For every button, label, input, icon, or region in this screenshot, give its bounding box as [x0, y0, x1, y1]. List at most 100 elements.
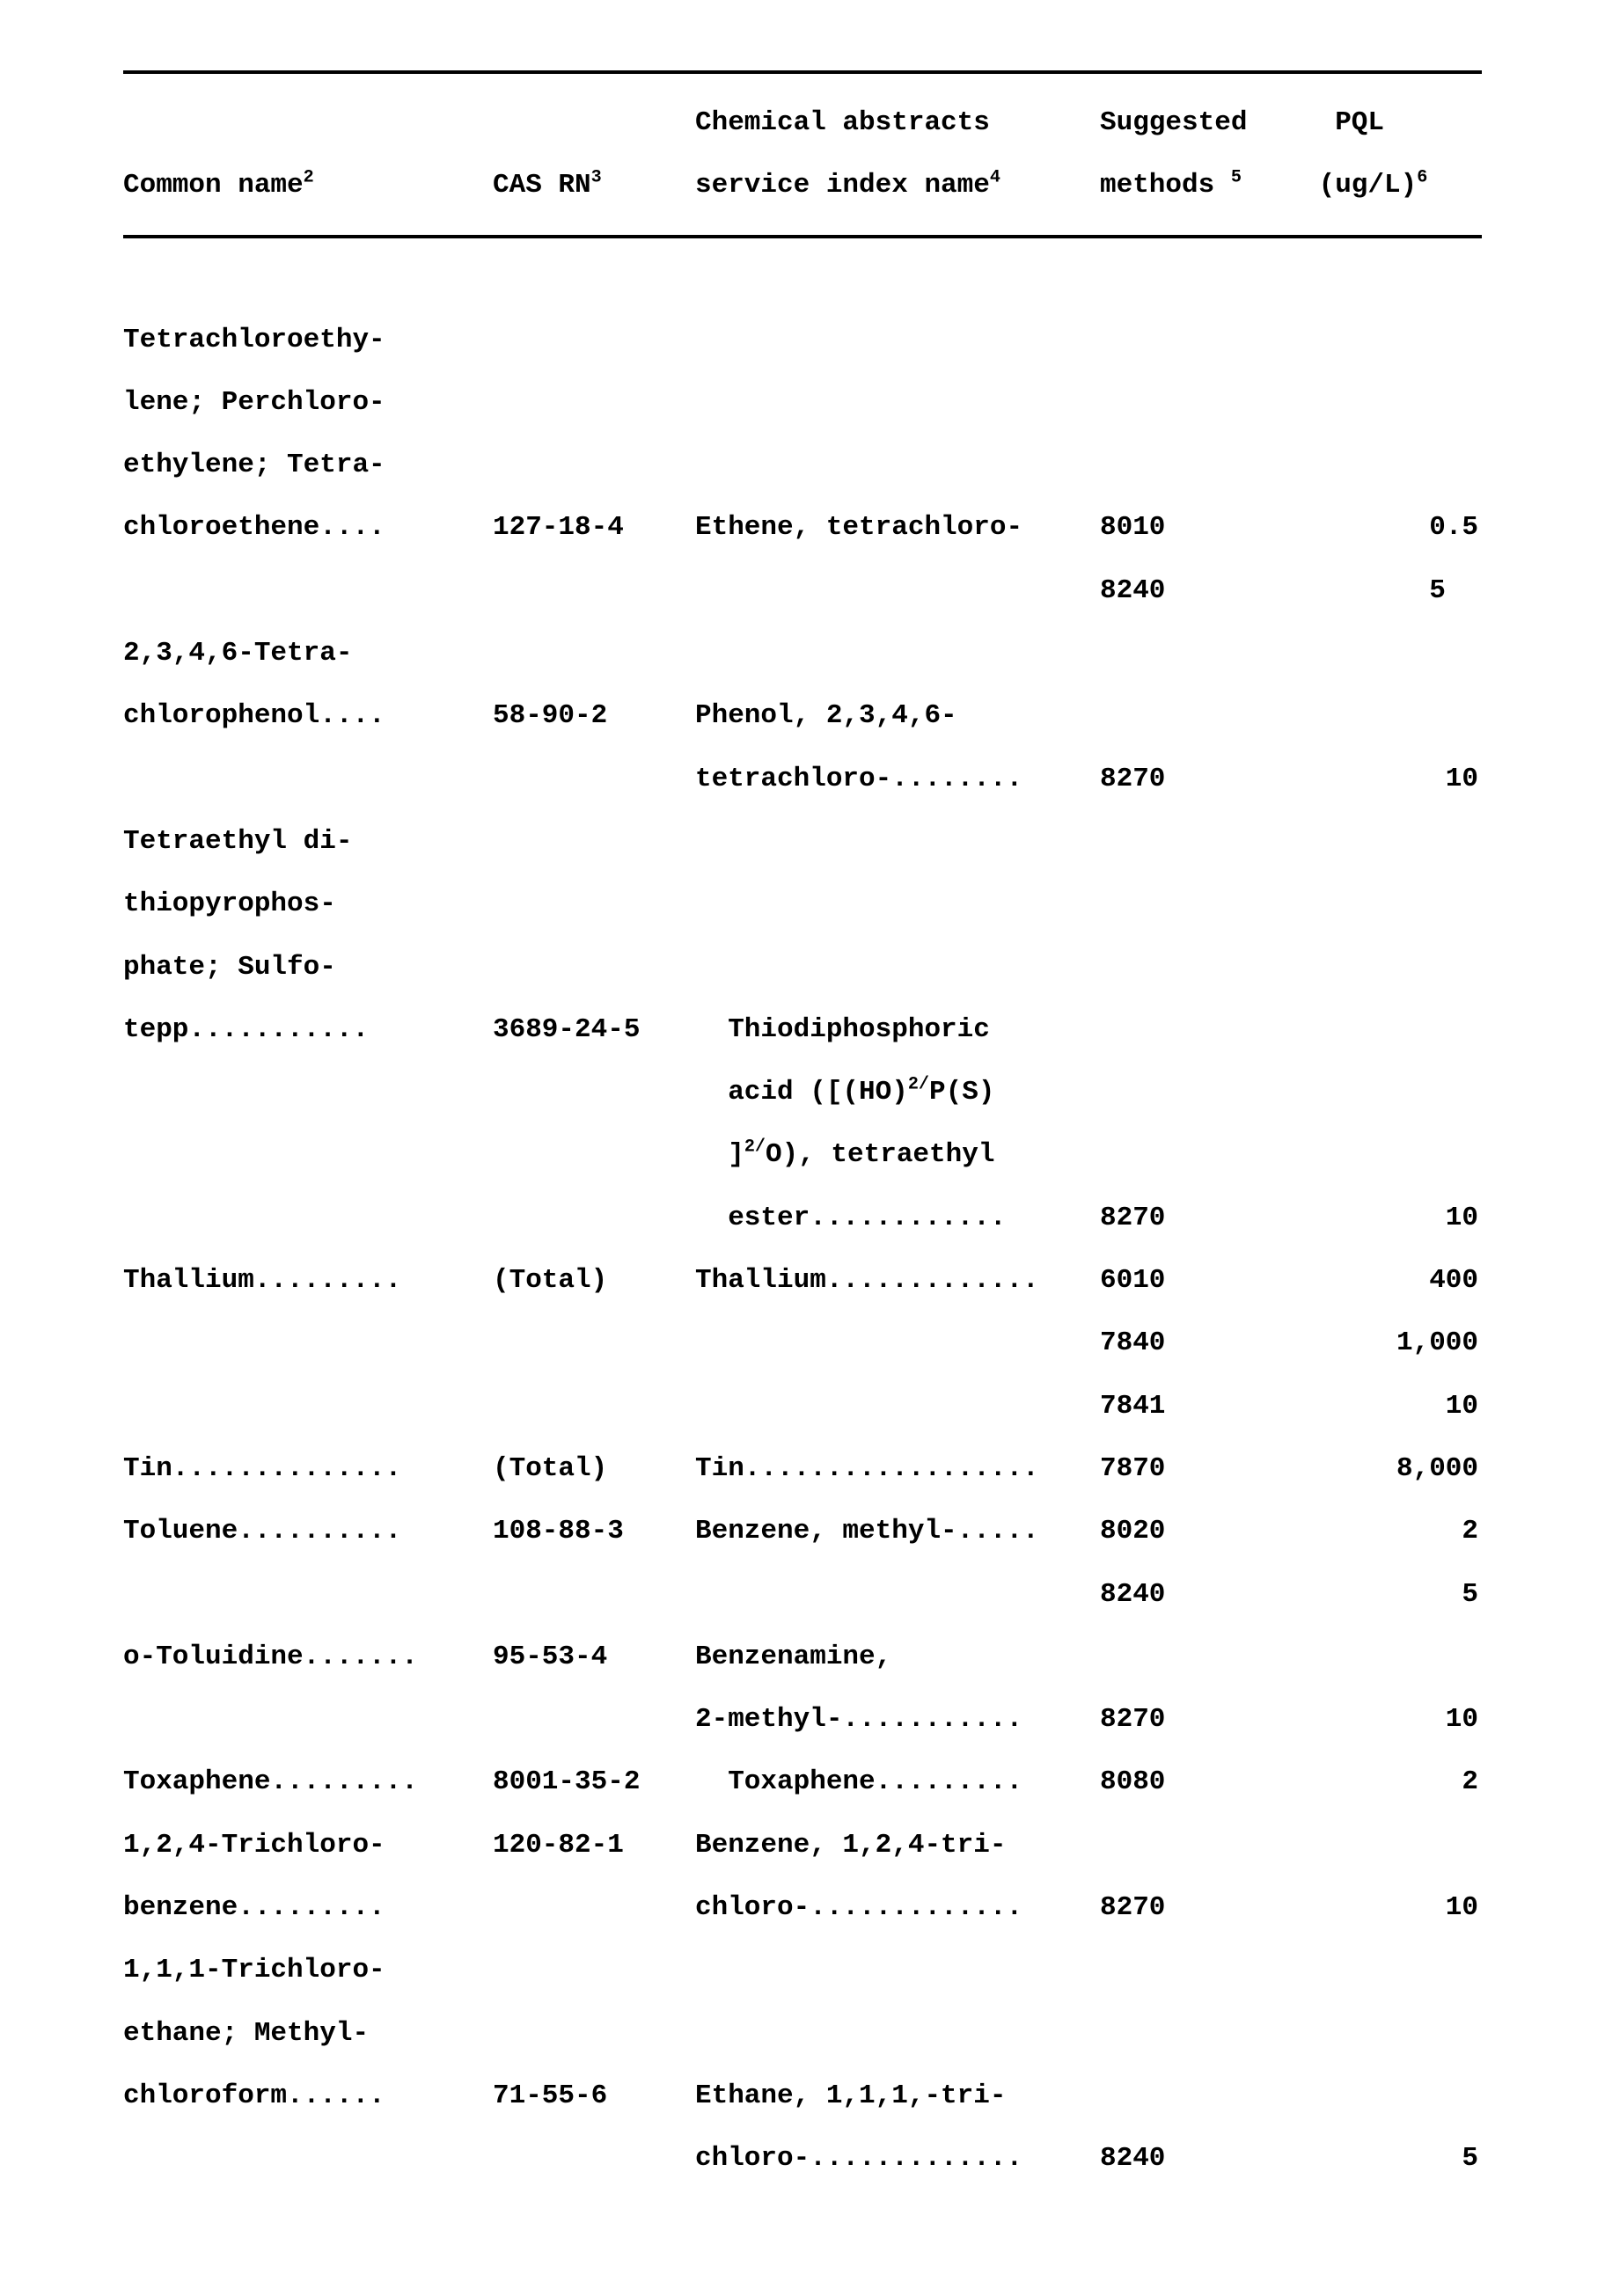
cell-cas-rn	[493, 810, 695, 873]
cell-method	[1100, 2065, 1302, 2127]
document-page: Common name2 CAS RN3 Chemical abstractss…	[0, 0, 1605, 2296]
cell-chemical-abstracts	[695, 936, 1100, 998]
cell-pql: 10	[1302, 1187, 1478, 1249]
cell-common-name	[123, 2127, 493, 2190]
cell-cas-rn: (Total)	[493, 1437, 695, 1500]
table-row: lene; Perchloro-	[123, 371, 1482, 434]
cell-pql: 5	[1302, 2127, 1478, 2190]
cell-cas-rn	[493, 1375, 695, 1437]
cell-chemical-abstracts: tetrachloro-........	[695, 748, 1100, 810]
cell-common-name: ethane; Methyl-	[123, 2002, 493, 2065]
cell-pql: 10	[1302, 748, 1478, 810]
table-header: Common name2 CAS RN3 Chemical abstractss…	[123, 70, 1482, 238]
cell-method: 7841	[1100, 1375, 1302, 1437]
cell-pql	[1302, 1939, 1478, 2001]
cell-method	[1100, 998, 1302, 1061]
cell-common-name: 2,3,4,6-Tetra-	[123, 622, 493, 684]
cell-common-name: 1,1,1-Trichloro-	[123, 1939, 493, 2001]
cell-cas-rn	[493, 1563, 695, 1626]
cell-method	[1100, 873, 1302, 935]
cell-cas-rn	[493, 622, 695, 684]
cell-pql	[1302, 2065, 1478, 2127]
cell-cas-rn	[493, 748, 695, 810]
cell-pql	[1302, 684, 1478, 747]
cell-pql	[1302, 998, 1478, 1061]
cell-method	[1100, 684, 1302, 747]
cell-cas-rn	[493, 1061, 695, 1123]
cell-cas-rn	[493, 434, 695, 496]
cell-pql: 10	[1302, 1876, 1478, 1939]
cell-pql: 2	[1302, 1751, 1478, 1813]
cell-method: 8270	[1100, 748, 1302, 810]
table-row: benzene.........chloro-.............8270…	[123, 1876, 1482, 1939]
table-row: 78401,000	[123, 1312, 1482, 1374]
cell-common-name: thiopyrophos-	[123, 873, 493, 935]
cell-pql: 2	[1302, 1500, 1478, 1562]
cell-cas-rn	[493, 1688, 695, 1751]
cell-common-name	[123, 1375, 493, 1437]
header-chemical-abstracts: Chemical abstractsservice index name4	[695, 91, 1100, 217]
cell-chemical-abstracts	[695, 622, 1100, 684]
cell-chemical-abstracts	[695, 371, 1100, 434]
table-row: 2,3,4,6-Tetra-	[123, 622, 1482, 684]
cell-common-name: chlorophenol....	[123, 684, 493, 747]
cell-cas-rn	[493, 2127, 695, 2190]
table-row: 82405	[123, 1563, 1482, 1626]
cell-pql	[1302, 1814, 1478, 1876]
cell-chemical-abstracts: Ethane, 1,1,1,-tri-	[695, 2065, 1100, 2127]
cell-chemical-abstracts: 2-methyl-...........	[695, 1688, 1100, 1751]
cell-cas-rn	[493, 936, 695, 998]
table-body: Tetrachloroethy-lene; Perchloro-ethylene…	[123, 309, 1482, 2190]
cell-method	[1100, 371, 1302, 434]
cell-pql: 5	[1302, 559, 1478, 622]
cell-pql	[1302, 2002, 1478, 2065]
cell-pql: 10	[1302, 1688, 1478, 1751]
cell-method	[1100, 1626, 1302, 1688]
table-row: tepp...........3689-24-5 Thiodiphosphori…	[123, 998, 1482, 1061]
cell-common-name: 1,2,4-Trichloro-	[123, 1814, 493, 1876]
table-row: ethylene; Tetra-	[123, 434, 1482, 496]
cell-pql	[1302, 309, 1478, 371]
table-row: Thallium.........(Total)Thallium........…	[123, 1249, 1482, 1312]
cell-pql	[1302, 936, 1478, 998]
table-row: o-Toluidine.......95-53-4Benzenamine,	[123, 1626, 1482, 1688]
cell-method	[1100, 810, 1302, 873]
cell-pql	[1302, 873, 1478, 935]
cell-common-name: o-Toluidine.......	[123, 1626, 493, 1688]
cell-cas-rn: 108-88-3	[493, 1500, 695, 1562]
cell-chemical-abstracts	[695, 810, 1100, 873]
cell-common-name: Toluene..........	[123, 1500, 493, 1562]
cell-pql	[1302, 434, 1478, 496]
cell-cas-rn: 71-55-6	[493, 2065, 695, 2127]
cell-method: 8270	[1100, 1876, 1302, 1939]
cell-common-name	[123, 1563, 493, 1626]
table-row: chloroethene....127-18-4Ethene, tetrachl…	[123, 496, 1482, 559]
cell-pql	[1302, 1123, 1478, 1186]
cell-cas-rn	[493, 559, 695, 622]
cell-cas-rn	[493, 309, 695, 371]
table-row: thiopyrophos-	[123, 873, 1482, 935]
cell-common-name: ethylene; Tetra-	[123, 434, 493, 496]
cell-chemical-abstracts: Benzenamine,	[695, 1626, 1100, 1688]
cell-common-name: Toxaphene.........	[123, 1751, 493, 1813]
cell-common-name: Tetraethyl di-	[123, 810, 493, 873]
cell-cas-rn: 95-53-4	[493, 1626, 695, 1688]
cell-chemical-abstracts: Ethene, tetrachloro-	[695, 496, 1100, 559]
cell-method	[1100, 1061, 1302, 1123]
cell-cas-rn	[493, 1939, 695, 2001]
cell-chemical-abstracts: Benzene, 1,2,4-tri-	[695, 1814, 1100, 1876]
cell-common-name	[123, 559, 493, 622]
table-row: 1,1,1-Trichloro-	[123, 1939, 1482, 2001]
cell-pql: 10	[1302, 1375, 1478, 1437]
cell-pql	[1302, 371, 1478, 434]
table-row: ethane; Methyl-	[123, 2002, 1482, 2065]
cell-chemical-abstracts	[695, 559, 1100, 622]
table-row: 82405	[123, 559, 1482, 622]
cell-cas-rn	[493, 2002, 695, 2065]
table-row: chloroform......71-55-6Ethane, 1,1,1,-tr…	[123, 2065, 1482, 2127]
cell-method	[1100, 1123, 1302, 1186]
cell-pql: 0.5	[1302, 496, 1478, 559]
table-row: phate; Sulfo-	[123, 936, 1482, 998]
cell-pql: 8,000	[1302, 1437, 1478, 1500]
cell-cas-rn: 120-82-1	[493, 1814, 695, 1876]
